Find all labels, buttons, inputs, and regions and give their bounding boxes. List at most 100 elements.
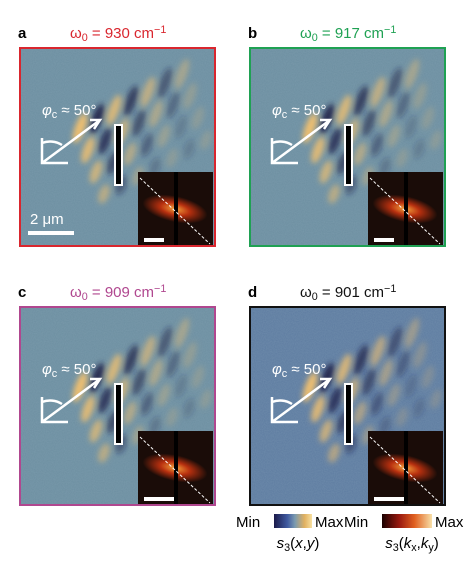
inset-gap xyxy=(174,431,178,505)
fringe xyxy=(302,112,318,144)
fringe xyxy=(174,58,190,90)
inset-gap xyxy=(404,431,408,505)
fringe xyxy=(191,365,205,389)
rich-text: s3(kx,ky) xyxy=(385,535,439,554)
scale-bar xyxy=(28,231,74,235)
angle-arrow xyxy=(40,377,103,424)
fourier-inset xyxy=(138,172,213,246)
fringe xyxy=(379,416,391,436)
fringe xyxy=(353,85,369,117)
text-part: , xyxy=(303,535,307,552)
fringe xyxy=(319,419,333,443)
fringe xyxy=(430,389,442,409)
inset-scale xyxy=(144,497,174,501)
fringe xyxy=(81,136,95,164)
fringe xyxy=(404,317,420,349)
colorbar-min: Min xyxy=(344,514,368,531)
inset-gap xyxy=(174,172,178,246)
fringe xyxy=(362,368,376,396)
fringe xyxy=(328,443,340,463)
panel: b ω0 = 917 cm−1 φc ≈ 50° xyxy=(248,24,446,247)
text-part: φ xyxy=(42,361,52,378)
text-part: ω xyxy=(300,25,312,42)
panel-label: c xyxy=(18,284,26,301)
fringe xyxy=(191,106,205,130)
text-part: 0 xyxy=(82,32,88,44)
fringe xyxy=(140,335,156,367)
fringe xyxy=(413,398,425,418)
colorbar-max: Max xyxy=(315,514,344,531)
text-part: y xyxy=(428,542,434,554)
text-part: ) xyxy=(314,535,319,552)
fringe xyxy=(140,133,154,157)
fringe xyxy=(106,94,122,126)
text-part: c xyxy=(52,368,58,380)
fringe xyxy=(404,374,418,398)
fourier-inset xyxy=(138,431,213,505)
fringe xyxy=(413,82,427,110)
fourier-inset xyxy=(368,172,443,246)
fringe xyxy=(362,109,376,137)
fringe xyxy=(132,109,146,137)
fringe xyxy=(396,148,408,168)
fringe xyxy=(387,383,401,407)
rich-text: φc ≈ 50° xyxy=(272,102,326,121)
fringe xyxy=(370,335,386,367)
text-part: ) xyxy=(434,535,439,552)
fringe xyxy=(149,359,163,387)
text-part: ≈ 50° xyxy=(57,361,96,378)
fringe xyxy=(132,368,146,396)
text-part: ≈ 50° xyxy=(57,102,96,119)
rich-text: φc ≈ 50° xyxy=(42,102,96,121)
fringe xyxy=(98,127,112,155)
fringe xyxy=(396,407,408,427)
fringe xyxy=(81,395,95,423)
text-part: φ xyxy=(272,361,282,378)
fringe xyxy=(302,371,318,403)
panel-label: a xyxy=(18,25,27,42)
colorbar xyxy=(382,514,432,528)
text-part: = 901 cm xyxy=(318,284,384,301)
fringe xyxy=(157,124,171,148)
fringe xyxy=(98,386,112,414)
fringe xyxy=(379,157,391,177)
text-part: 0 xyxy=(312,291,318,303)
rich-text: ω0 = 930 cm−1 xyxy=(70,24,166,44)
fringe xyxy=(336,353,352,385)
fringe xyxy=(157,383,171,407)
fringe xyxy=(174,317,190,349)
fringe xyxy=(379,359,393,387)
fringe xyxy=(183,139,195,159)
inset-dash xyxy=(139,177,211,245)
fringe xyxy=(328,127,342,155)
antenna xyxy=(114,124,123,186)
rich-text: ω0 = 901 cm−1 xyxy=(300,283,396,303)
fringe xyxy=(353,344,369,376)
text-part: ≈ 50° xyxy=(287,361,326,378)
text-part: x xyxy=(294,535,303,552)
fourier-inset xyxy=(368,431,443,505)
fringe xyxy=(174,115,188,139)
fringe xyxy=(157,67,173,99)
text-part: y xyxy=(306,535,316,552)
panel-frame xyxy=(19,47,216,247)
fringe xyxy=(183,82,197,110)
text-part: ( xyxy=(290,535,295,552)
fringe xyxy=(200,389,212,409)
text-part: −1 xyxy=(154,24,166,36)
text-part: c xyxy=(282,109,288,121)
fringe xyxy=(421,106,435,130)
inset-dash xyxy=(369,177,441,245)
panel: c ω0 = 909 cm−1φc ≈ 50° xyxy=(18,283,216,506)
fringe xyxy=(370,392,384,416)
text-part: ω xyxy=(300,284,312,301)
fringe xyxy=(72,371,88,403)
fringe xyxy=(149,100,163,128)
fringe xyxy=(123,142,137,166)
fringe xyxy=(123,401,137,425)
fringe xyxy=(387,124,401,148)
text-part: c xyxy=(282,368,288,380)
fringe xyxy=(319,160,333,184)
fringe xyxy=(200,130,212,150)
